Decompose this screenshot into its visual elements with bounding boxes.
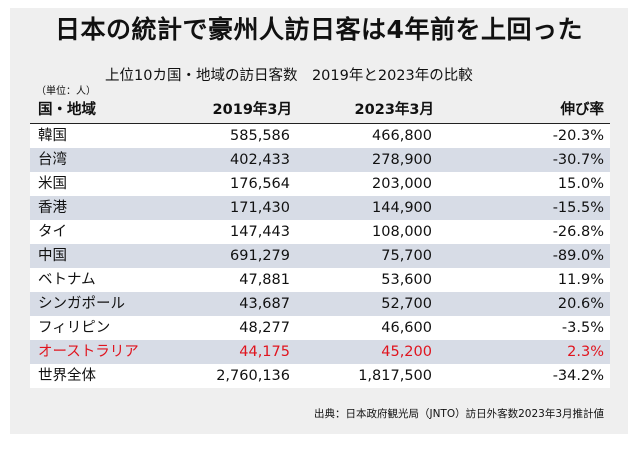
country-cell: 香港 xyxy=(38,200,67,216)
visitors-2019-cell: 44,175 xyxy=(239,344,290,360)
header-2023: 2023年3月 xyxy=(354,102,434,118)
visitors-2023-cell: 53,600 xyxy=(381,272,432,288)
growth-rate-cell: 11.9% xyxy=(557,272,604,288)
table-row: 中国 691,279 75,700 -89.0% xyxy=(30,244,610,268)
visitors-2023-cell: 52,700 xyxy=(381,296,432,312)
table-row: 台湾 402,433 278,900 -30.7% xyxy=(30,148,610,172)
unit-note: （単位：人） xyxy=(36,86,96,97)
visitors-2019-cell: 171,430 xyxy=(230,200,290,216)
table-row: オーストラリア 44,175 45,200 2.3% xyxy=(30,340,610,364)
visitors-2023-cell: 45,200 xyxy=(381,344,432,360)
visitors-2023-cell: 108,000 xyxy=(372,224,432,240)
visitors-2019-cell: 176,564 xyxy=(230,176,290,192)
table-row-total: 世界全体 2,760,136 1,817,500 -34.2% xyxy=(30,364,610,388)
table-header: 国・地域 2019年3月 2023年3月 伸び率 xyxy=(30,98,610,124)
visitors-2019-cell: 147,443 xyxy=(230,224,290,240)
header-country: 国・地域 xyxy=(38,102,96,118)
country-cell: シンガポール xyxy=(38,296,125,312)
country-cell: オーストラリア xyxy=(38,344,139,360)
visitors-2023-cell: 46,600 xyxy=(381,320,432,336)
visitors-2023-cell: 203,000 xyxy=(372,176,432,192)
table-row: シンガポール 43,687 52,700 20.6% xyxy=(30,292,610,316)
country-cell: 韓国 xyxy=(38,128,67,144)
growth-rate-cell: 2.3% xyxy=(567,344,604,360)
growth-rate-cell: -26.8% xyxy=(552,224,604,240)
visitors-2023-cell: 466,800 xyxy=(372,128,432,144)
country-cell: 米国 xyxy=(38,176,67,192)
visitors-2019-cell: 691,279 xyxy=(230,248,290,264)
visitors-2019-cell: 48,277 xyxy=(239,320,290,336)
growth-rate-cell: -3.5% xyxy=(561,320,604,336)
data-table: 国・地域 2019年3月 2023年3月 伸び率 韓国 585,586 466,80… xyxy=(30,98,610,388)
table-row: フィリピン 48,277 46,600 -3.5% xyxy=(30,316,610,340)
visitors-2023-cell: 278,900 xyxy=(372,152,432,168)
visitors-2019-cell: 2,760,136 xyxy=(216,368,290,384)
growth-rate-cell: -30.7% xyxy=(552,152,604,168)
visitors-2023-cell: 75,700 xyxy=(381,248,432,264)
table-row: ベトナム 47,881 53,600 11.9% xyxy=(30,268,610,292)
visitors-2019-cell: 47,881 xyxy=(239,272,290,288)
table-row: タイ 147,443 108,000 -26.8% xyxy=(30,220,610,244)
country-cell: 世界全体 xyxy=(38,368,96,384)
growth-rate-cell: -89.0% xyxy=(552,248,604,264)
header-2019: 2019年3月 xyxy=(212,102,292,118)
source-note: 出典：日本政府観光局（JNTO）訪日外客数2023年3月推計値 xyxy=(313,408,604,420)
chart-panel: 日本の統計で豪州人訪日客は4年前を上回った 上位10カ国・地域の訪日客数 201… xyxy=(10,8,628,434)
header-growth-rate: 伸び率 xyxy=(560,102,605,118)
country-cell: 台湾 xyxy=(38,152,67,168)
growth-rate-cell: -20.3% xyxy=(552,128,604,144)
country-cell: フィリピン xyxy=(38,320,111,336)
growth-rate-cell: -34.2% xyxy=(552,368,604,384)
growth-rate-cell: 15.0% xyxy=(557,176,604,192)
visitors-2023-cell: 1,817,500 xyxy=(358,368,432,384)
table-body: 韓国 585,586 466,800 -20.3% 台湾 402,433 278,900 -3… xyxy=(30,124,610,388)
visitors-2023-cell: 144,900 xyxy=(372,200,432,216)
table-row: 香港 171,430 144,900 -15.5% xyxy=(30,196,610,220)
country-cell: ベトナム xyxy=(38,272,96,288)
growth-rate-cell: 20.6% xyxy=(557,296,604,312)
growth-rate-cell: -15.5% xyxy=(552,200,604,216)
country-cell: タイ xyxy=(38,224,67,240)
chart-title: 日本の統計で豪州人訪日客は4年前を上回った xyxy=(55,15,583,44)
table-row: 米国 176,564 203,000 15.0% xyxy=(30,172,610,196)
visitors-2019-cell: 402,433 xyxy=(230,152,290,168)
country-cell: 中国 xyxy=(38,248,67,264)
visitors-2019-cell: 43,687 xyxy=(239,296,290,312)
chart-subtitle: 上位10カ国・地域の訪日客数 2019年と2023年の比較 xyxy=(105,68,473,84)
table-row: 韓国 585,586 466,800 -20.3% xyxy=(30,124,610,148)
visitors-2019-cell: 585,586 xyxy=(230,128,290,144)
